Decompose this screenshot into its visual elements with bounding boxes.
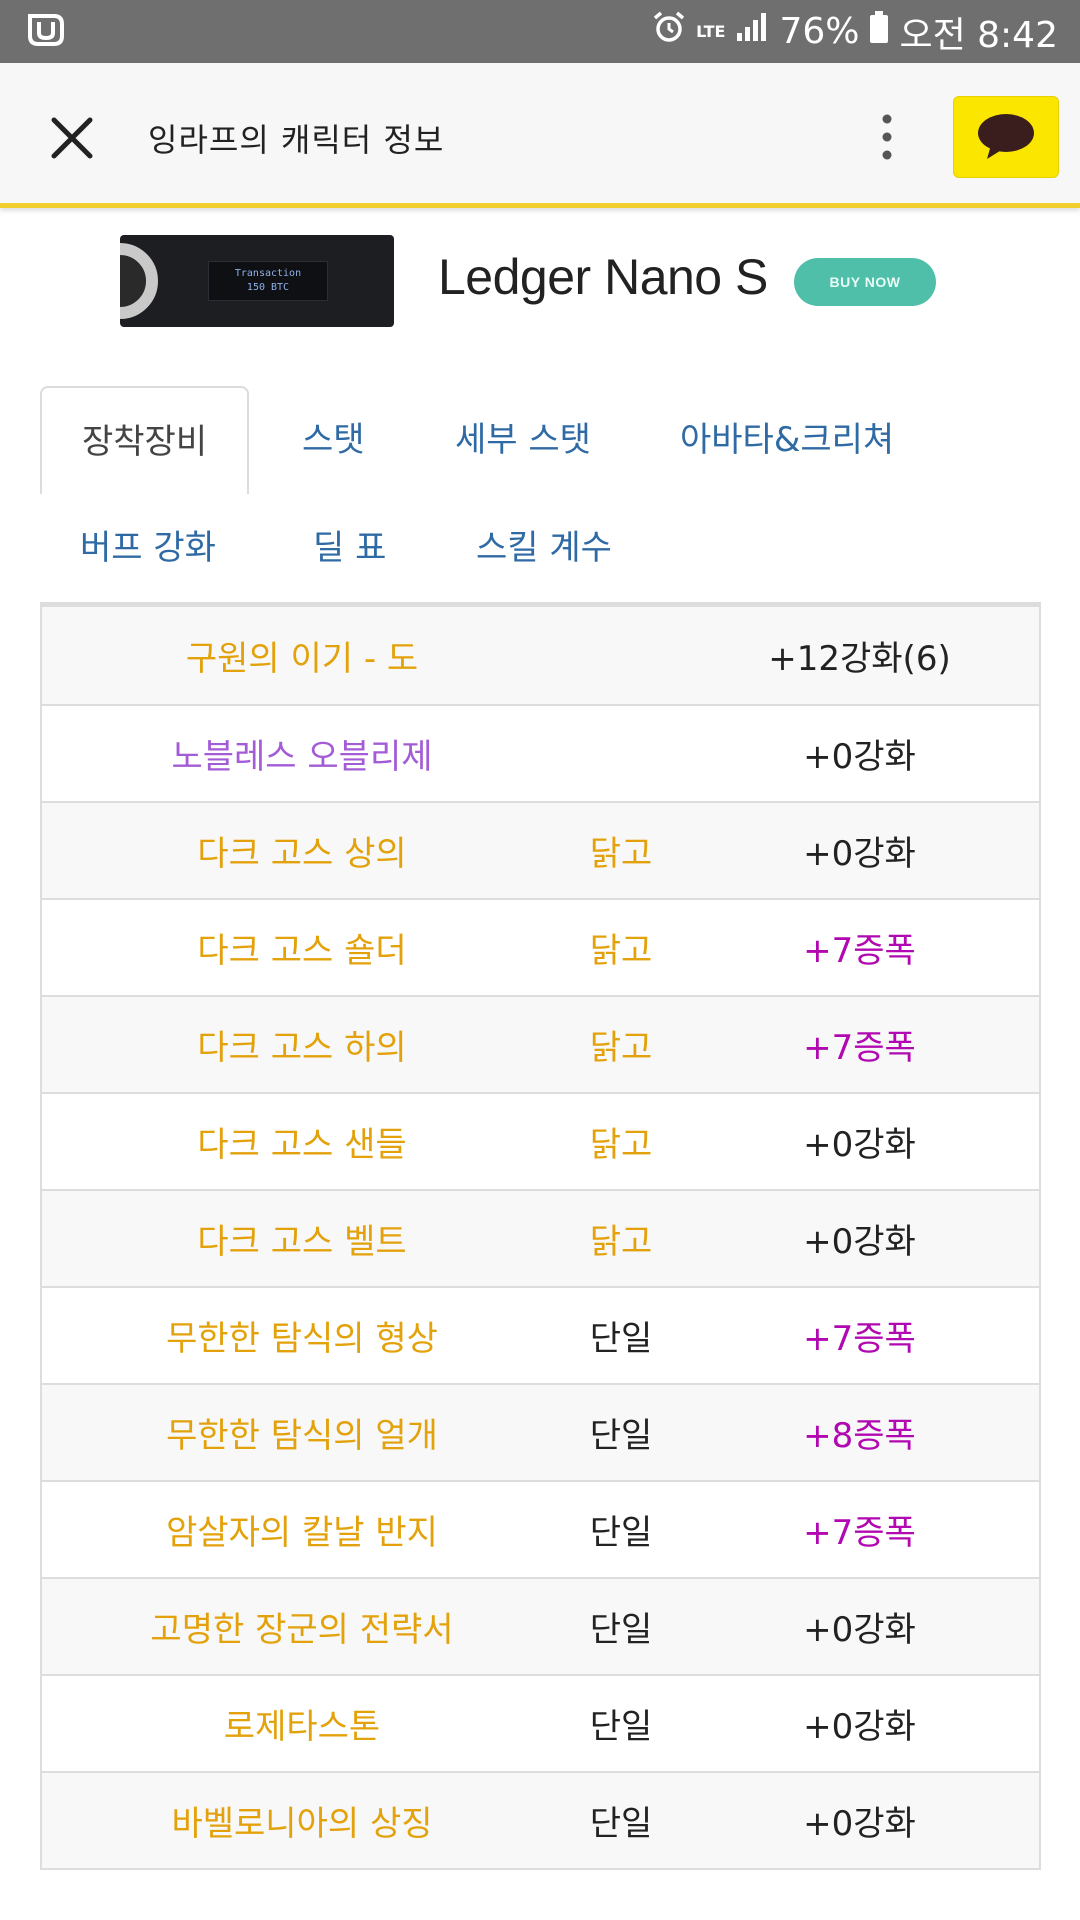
- table-row: 노블레스 오블리제 +0강화: [42, 704, 1039, 801]
- item-enhance: +8증폭: [803, 1416, 916, 1456]
- item-name[interactable]: 다크 고스 상의: [197, 834, 407, 874]
- table-row: 다크 고스 상의 닭고 +0강화: [42, 801, 1039, 898]
- more-vert-icon: [882, 114, 892, 160]
- kakaotalk-share-button[interactable]: [953, 96, 1059, 178]
- item-enhance: +7증폭: [803, 1513, 916, 1553]
- table-row: 암살자의 칼날 반지 단일 +7증폭: [42, 1480, 1039, 1577]
- close-icon: [51, 117, 93, 159]
- item-name[interactable]: 고명한 장군의 전략서: [150, 1610, 454, 1650]
- battery-level: 76%: [779, 11, 860, 52]
- table-row: 무한한 탐식의 형상 단일 +7증폭: [42, 1286, 1039, 1383]
- table-row: 다크 고스 벨트 닭고 +0강화: [42, 1189, 1039, 1286]
- item-enhance: +0강화: [803, 1222, 916, 1262]
- item-enhance: +12강화(6): [768, 639, 951, 679]
- tab-skill-coefficient[interactable]: 스킬 계수: [476, 528, 612, 568]
- item-type: 단일: [589, 1610, 653, 1650]
- item-enhance: +0강화: [803, 737, 916, 777]
- tab-buff-enhance[interactable]: 버프 강화: [80, 528, 216, 568]
- item-type: 단일: [589, 1319, 653, 1359]
- item-name[interactable]: 다크 고스 하의: [197, 1028, 407, 1068]
- tab-stats[interactable]: 스탯: [302, 420, 365, 460]
- item-enhance: +7증폭: [803, 1028, 916, 1068]
- item-type: 단일: [589, 1416, 653, 1456]
- item-name[interactable]: 다크 고스 샌들: [197, 1125, 407, 1165]
- chat-bubble-icon: [978, 114, 1034, 159]
- table-row: 다크 고스 샌들 닭고 +0강화: [42, 1092, 1039, 1189]
- ad-banner[interactable]: Transaction 150 BTC Ledger Nano S BUY NO…: [120, 218, 961, 344]
- item-name[interactable]: 구원의 이기 - 도: [185, 639, 419, 679]
- item-name[interactable]: 무한한 탐식의 형상: [166, 1319, 438, 1359]
- item-type: 단일: [589, 1804, 653, 1844]
- battery-icon: [869, 10, 889, 53]
- table-row: 로제타스톤 단일 +0강화: [42, 1674, 1039, 1771]
- equipment-table: 구원의 이기 - 도 +12강화(6) 노블레스 오블리제 +0강화 다크 고스…: [40, 602, 1041, 1870]
- app-logo-icon: [26, 13, 66, 51]
- tab-bar: 장착장비 스탯 세부 스탯 아바타&크리쳐 버프 강화 딜 표 스킬 계수: [40, 386, 1040, 602]
- item-enhance: +0강화: [803, 1610, 916, 1650]
- tab-damage-table[interactable]: 딜 표: [313, 528, 387, 568]
- status-bar: LTE 76% 오전 8:42: [0, 0, 1080, 63]
- item-type: 닭고: [589, 1222, 653, 1262]
- item-type: 닭고: [589, 931, 653, 971]
- item-type: 닭고: [589, 1125, 653, 1165]
- tab-avatar-creature[interactable]: 아바타&크리쳐: [680, 420, 895, 460]
- page-title: 잉라프의 캐릭터 정보: [148, 121, 445, 159]
- table-row: 다크 고스 숄더 닭고 +7증폭: [42, 898, 1039, 995]
- item-type: 단일: [589, 1513, 653, 1553]
- network-type: LTE: [696, 22, 726, 41]
- close-button[interactable]: [44, 110, 100, 166]
- item-enhance: +0강화: [803, 1125, 916, 1165]
- ad-product-name: Ledger Nano S: [438, 249, 768, 305]
- item-enhance: +0강화: [803, 1804, 916, 1844]
- item-enhance: +7증폭: [803, 931, 916, 971]
- item-name[interactable]: 로제타스톤: [223, 1707, 381, 1747]
- tab-detail-stats[interactable]: 세부 스탯: [455, 420, 591, 460]
- ad-buy-now-button[interactable]: BUY NOW: [794, 258, 936, 306]
- item-type: 닭고: [589, 834, 653, 874]
- table-row: 다크 고스 하의 닭고 +7증폭: [42, 995, 1039, 1092]
- item-enhance: +0강화: [803, 834, 916, 874]
- alarm-icon: [652, 10, 686, 53]
- clock: 오전 8:42: [899, 14, 1058, 56]
- ad-device-screen: Transaction 150 BTC: [208, 261, 328, 301]
- item-name[interactable]: 다크 고스 벨트: [197, 1222, 407, 1262]
- item-enhance: +7증폭: [803, 1319, 916, 1359]
- item-name[interactable]: 바벨로니아의 상징: [171, 1804, 433, 1844]
- item-type: 닭고: [589, 1028, 653, 1068]
- table-row: 무한한 탐식의 얼개 단일 +8증폭: [42, 1383, 1039, 1480]
- item-name[interactable]: 다크 고스 숄더: [197, 931, 407, 971]
- table-row: 바벨로니아의 상징 단일 +0강화: [42, 1771, 1039, 1868]
- item-name[interactable]: 노블레스 오블리제: [171, 737, 433, 777]
- item-name[interactable]: 암살자의 칼날 반지: [166, 1513, 438, 1553]
- item-type: 단일: [589, 1707, 653, 1747]
- item-name[interactable]: 무한한 탐식의 얼개: [166, 1416, 438, 1456]
- app-header: 잉라프의 캐릭터 정보: [0, 63, 1080, 208]
- table-row: 구원의 이기 - 도 +12강화(6): [42, 607, 1039, 704]
- item-enhance: +0강화: [803, 1707, 916, 1747]
- more-options-button[interactable]: [872, 110, 902, 164]
- signal-icon: [735, 11, 769, 52]
- table-row: 고명한 장군의 전략서 단일 +0강화: [42, 1577, 1039, 1674]
- tab-equipment[interactable]: 장착장비: [40, 386, 250, 494]
- ad-device-image: Transaction 150 BTC: [120, 235, 394, 327]
